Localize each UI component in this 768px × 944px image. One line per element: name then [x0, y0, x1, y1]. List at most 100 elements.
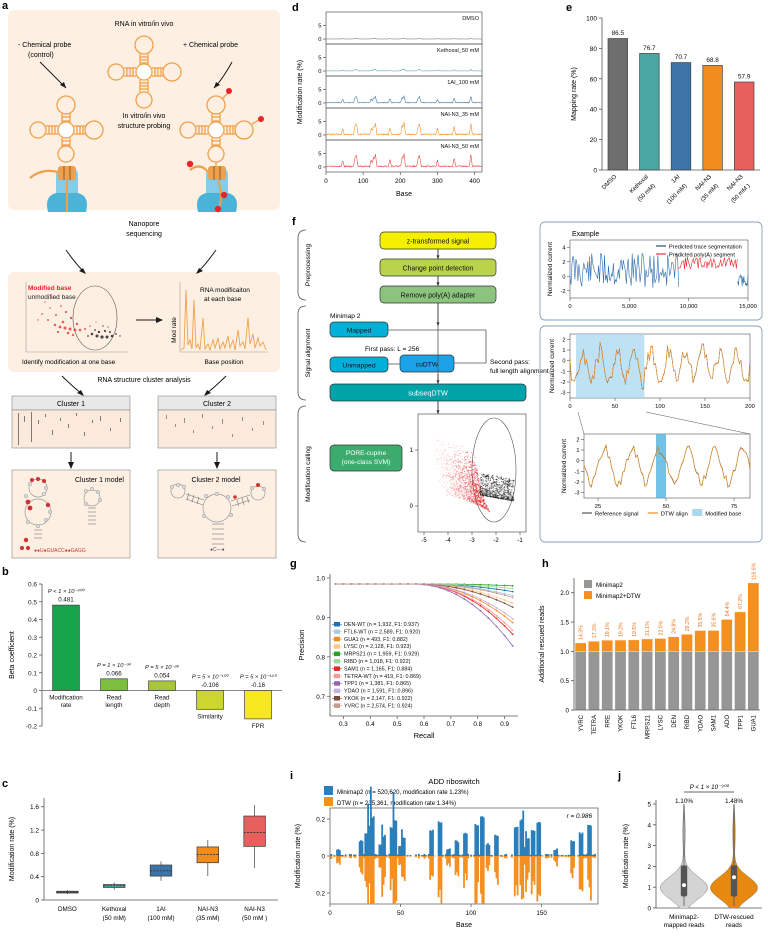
- svg-text:depth: depth: [154, 702, 170, 709]
- svg-text:-0.106: -0.106: [201, 682, 219, 689]
- unmodified-base-label: unmodified base: [28, 294, 76, 301]
- svg-text:5: 5: [318, 151, 321, 157]
- panel-b-label: b: [2, 566, 9, 578]
- svg-text:25: 25: [595, 504, 601, 510]
- svg-text:0.481: 0.481: [58, 597, 74, 604]
- svg-text:1.48%: 1.48%: [725, 798, 743, 805]
- svg-text:0: 0: [562, 359, 565, 365]
- svg-text:reads: reads: [726, 922, 742, 929]
- svg-text:Kethoxal_50 mM: Kethoxal_50 mM: [437, 48, 479, 54]
- svg-text:-2: -2: [575, 480, 580, 486]
- cluster-1-model: Cluster 1 model: [11, 469, 131, 559]
- svg-text:100: 100: [466, 910, 477, 917]
- svg-text:0.5: 0.5: [560, 678, 569, 685]
- cluster-analysis-label: RNA structure cluster analysis: [97, 377, 191, 384]
- svg-text:P = 5 × 10⁻¹⁰⁰: P = 5 × 10⁻¹⁰⁰: [192, 674, 230, 681]
- svg-text:RRE: RRE: [605, 715, 611, 728]
- svg-text:0.9: 0.9: [316, 615, 325, 622]
- svg-text:54.4%: 54.4%: [725, 601, 731, 616]
- svg-text:-3: -3: [575, 491, 580, 497]
- left-branch-sublabel: (control): [28, 52, 54, 59]
- svg-text:0: 0: [318, 101, 321, 107]
- svg-text:GUA1: GUA1: [752, 714, 758, 731]
- svg-text:z-transformed signal: z-transformed signal: [407, 239, 470, 246]
- panel-c-label: c: [2, 778, 9, 790]
- svg-text:0.9: 0.9: [500, 721, 509, 728]
- svg-text:DTW-rescued: DTW-rescued: [714, 914, 754, 921]
- svg-text:mapped reads: mapped reads: [664, 922, 705, 929]
- svg-text:0: 0: [410, 504, 414, 510]
- svg-text:0: 0: [593, 168, 597, 175]
- panel-c: c 0 0.4 0.8 1.2 1.6 Modification rate (%) DMSO…: [0, 778, 288, 944]
- svg-text:FPR: FPR: [252, 723, 265, 730]
- svg-text:19.1%: 19.1%: [605, 622, 611, 637]
- svg-text:75: 75: [731, 504, 737, 510]
- panel-g-chart: 0.3 0.4 0.5 0.6 0.7 0.8 0.9 0.7 0.8 0.9 1.0 Recall P…: [297, 574, 518, 740]
- identify-caption: Identify modification at one base: [22, 359, 116, 366]
- svg-text:Modification rate (%): Modification rate (%): [9, 817, 16, 881]
- svg-text:Normalized current: Normalized current: [547, 242, 554, 296]
- base-position-label: Base position: [204, 359, 243, 366]
- modified-base-label: Modified base: [28, 285, 72, 292]
- svg-text:0.3: 0.3: [339, 721, 348, 728]
- svg-text:1.5: 1.5: [560, 620, 569, 627]
- svg-text:Modification: Modification: [49, 695, 83, 702]
- svg-text:200: 200: [395, 178, 406, 185]
- svg-text:5: 5: [318, 87, 321, 93]
- nanopore-label-2: sequencing: [126, 231, 162, 238]
- svg-text:FTL6: FTL6: [632, 714, 638, 729]
- svg-text:14.3%: 14.3%: [579, 625, 585, 640]
- svg-text:YDAO: YDAO: [698, 715, 704, 732]
- svg-text:0.5: 0.5: [28, 599, 37, 606]
- svg-text:Normalized current: Normalized current: [561, 439, 568, 493]
- svg-text:Kethoxal: Kethoxal: [102, 906, 127, 913]
- rna-left: [29, 95, 104, 163]
- svg-text:ADD riboswitch: ADD riboswitch: [428, 777, 479, 786]
- svg-text:1.2: 1.2: [30, 828, 39, 835]
- svg-text:Recall: Recall: [414, 731, 435, 740]
- cluster2-seq-label: ●C—●: [210, 547, 225, 553]
- svg-text:-1: -1: [575, 469, 580, 475]
- svg-text:67.2%: 67.2%: [738, 594, 744, 609]
- svg-text:Reference signal: Reference signal: [595, 512, 639, 518]
- svg-text:5,000: 5,000: [622, 304, 637, 310]
- svg-text:-3: -3: [561, 391, 566, 397]
- svg-text:Additional rescued reads: Additional rescued reads: [539, 605, 546, 683]
- svg-text:1.0: 1.0: [560, 649, 569, 656]
- svg-text:50: 50: [663, 504, 669, 510]
- svg-text:Preprocessing: Preprocessing: [305, 244, 312, 286]
- panel-c-chart: 0 0.4 0.8 1.2 1.6 Modification rate (%) DMSO Ke…: [9, 798, 278, 922]
- svg-text:-1: -1: [561, 369, 566, 375]
- svg-text:cuDTW: cuDTW: [416, 362, 439, 369]
- svg-text:FTL6-WT (n = 2,589, F1: 0.920): FTL6-WT (n = 2,589, F1: 0.920): [344, 629, 420, 635]
- svg-text:Normalized current: Normalized current: [549, 339, 556, 393]
- svg-text:0: 0: [318, 165, 321, 171]
- svg-text:0: 0: [318, 133, 321, 139]
- svg-text:TETRA: TETRA: [592, 715, 598, 735]
- cluster-1-model-title: Cluster 1 model: [75, 477, 124, 484]
- svg-text:Unmapped: Unmapped: [342, 363, 375, 370]
- svg-text:ADO: ADO: [725, 715, 731, 728]
- svg-text:-2: -2: [561, 380, 566, 386]
- right-branch-label: + Chemical probe: [183, 42, 238, 49]
- panel-e: e 0 20 40 60 80 100 Mapping rate (%) 86.5 DMSO 76…: [566, 0, 768, 212]
- svg-text:10,000: 10,000: [680, 304, 698, 310]
- panel-g-label: g: [290, 558, 297, 570]
- svg-text:2: 2: [576, 437, 579, 443]
- cluster-2-model-title: Cluster 2 model: [191, 477, 240, 484]
- svg-text:29.2%: 29.2%: [685, 616, 691, 631]
- svg-text:0.5: 0.5: [393, 721, 402, 728]
- svg-text:1AI_100 mM: 1AI_100 mM: [447, 80, 479, 86]
- svg-text:0: 0: [568, 404, 571, 410]
- svg-text:Mapping rate (%): Mapping rate (%): [571, 67, 578, 121]
- svg-text:0.8: 0.8: [316, 654, 325, 661]
- panel-e-label: e: [566, 2, 573, 14]
- svg-text:Remove poly(A) adapter: Remove poly(A) adapter: [401, 293, 476, 300]
- svg-text:-2: -2: [561, 289, 566, 295]
- panel-i: i 0.2 0 0.2 0 50 100 150 Base Modification rate …: [288, 768, 618, 944]
- svg-text:0: 0: [318, 37, 321, 43]
- svg-text:86.5: 86.5: [612, 30, 625, 37]
- svg-text:300: 300: [432, 178, 443, 185]
- svg-text:Predicted poly(A) segment: Predicted poly(A) segment: [669, 253, 735, 259]
- svg-text:0.8: 0.8: [473, 721, 482, 728]
